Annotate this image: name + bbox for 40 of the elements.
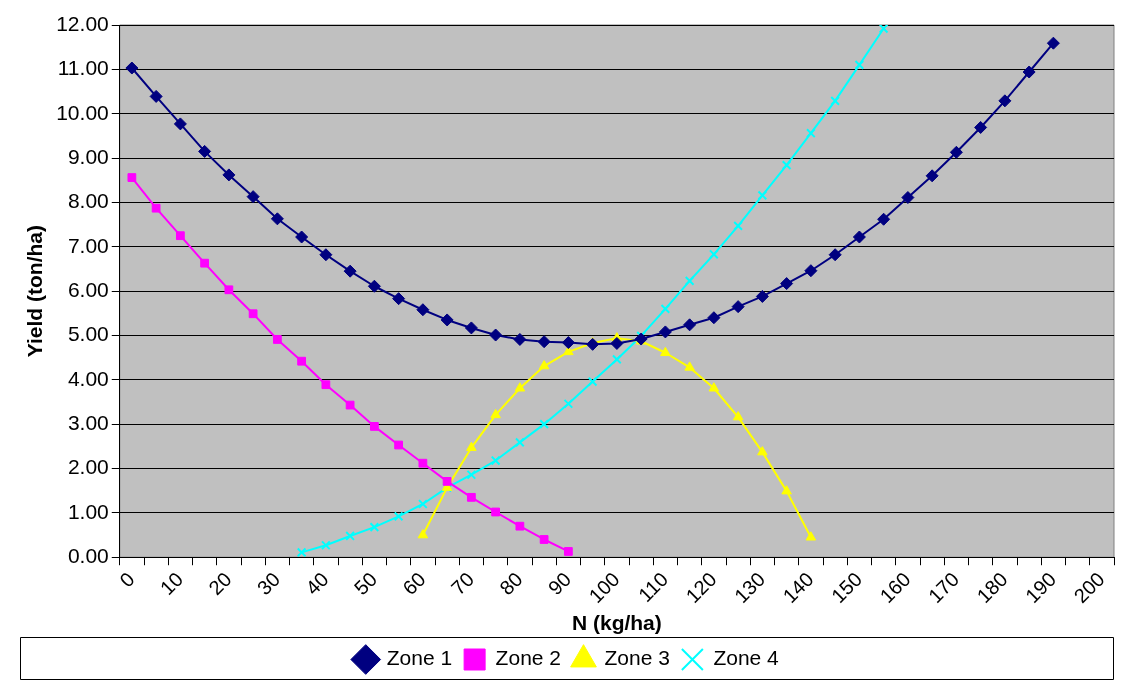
- x-tick-label: 120: [681, 567, 721, 608]
- y-tick-label: 2.00: [67, 455, 109, 479]
- x-tick-label: 160: [875, 567, 915, 608]
- y-tick-label: 7.00: [67, 233, 109, 257]
- x-tick-label: 60: [398, 567, 430, 600]
- x-tick-label: 100: [584, 567, 624, 608]
- y-tick-label: 10.00: [56, 100, 109, 124]
- y-tick-label: 0.00: [67, 544, 109, 568]
- y-tick-label: 12.00: [56, 11, 109, 35]
- y-tick-label: 9.00: [67, 144, 109, 168]
- x-tick-label: 90: [543, 567, 576, 600]
- x-tick-label: 10: [155, 567, 188, 600]
- x-tick-label: 200: [1069, 567, 1109, 608]
- x-tick-label: 150: [826, 567, 867, 608]
- x-tick-label: 80: [495, 567, 527, 600]
- y-tick-label: 1.00: [67, 499, 109, 523]
- legend-label: Zone 2: [495, 646, 562, 670]
- y-tick-label: 4.00: [67, 366, 109, 390]
- x-tick-label: 50: [349, 567, 382, 600]
- x-tick-label: 190: [1020, 567, 1061, 608]
- y-tick-label: 5.00: [67, 322, 109, 346]
- y-axis-title: Yield (ton/ha): [23, 225, 47, 358]
- y-tick-label: 8.00: [67, 189, 109, 213]
- x-axis-title: N (kg/ha): [571, 611, 662, 635]
- x-tick-label: 180: [972, 567, 1012, 608]
- x-tick-label: 30: [252, 567, 285, 600]
- x-tick-label: 0: [115, 567, 139, 592]
- x-tick-label: 170: [923, 567, 964, 608]
- legend-label: Zone 1: [386, 646, 453, 670]
- x-tick-label: 130: [729, 567, 770, 608]
- x-tick-label: 70: [446, 567, 479, 600]
- legend-label: Zone 4: [713, 646, 780, 670]
- x-tick-label: 110: [634, 567, 673, 606]
- x-tick-label: 140: [778, 567, 818, 608]
- x-tick-label: 20: [204, 567, 236, 600]
- y-tick-label: 6.00: [67, 277, 109, 301]
- y-tick-label: 3.00: [67, 410, 109, 434]
- x-tick-label: 40: [301, 567, 333, 600]
- y-tick-label: 11.00: [57, 56, 109, 80]
- legend-label: Zone 3: [604, 646, 670, 670]
